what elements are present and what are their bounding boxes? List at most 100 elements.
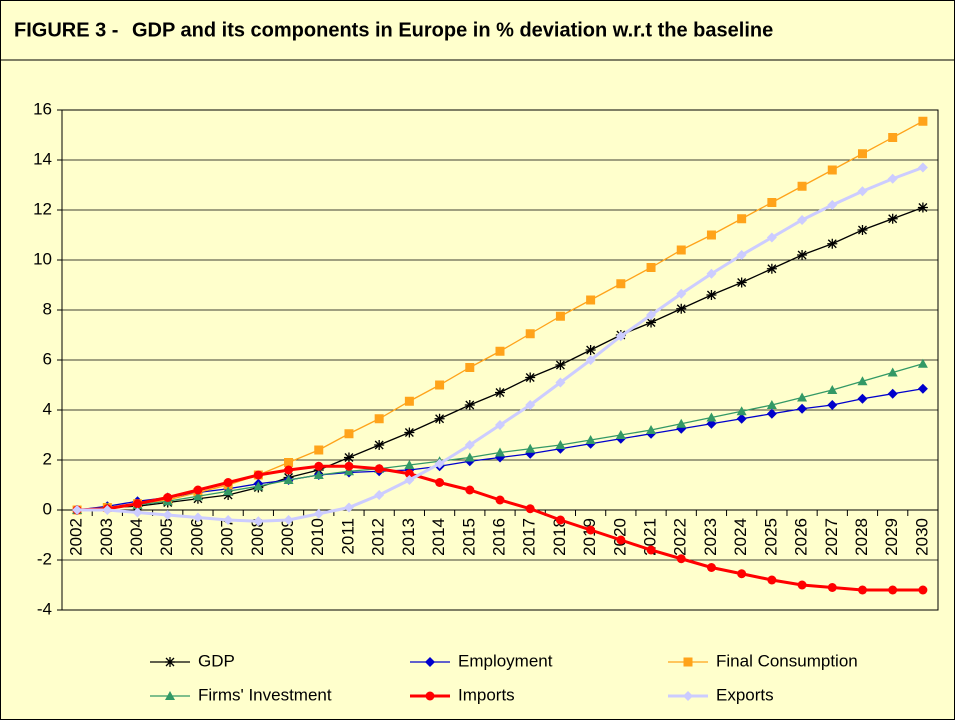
data-point — [193, 485, 203, 495]
data-point — [435, 478, 445, 487]
data-point — [917, 202, 928, 213]
legend-label: Firms' Investment — [198, 685, 332, 704]
x-tick-label: 2010 — [308, 518, 327, 556]
data-point — [736, 277, 747, 288]
data-point — [917, 162, 928, 173]
x-tick-label: 2013 — [399, 518, 418, 556]
data-point — [525, 443, 536, 453]
data-point — [192, 491, 203, 501]
data-point — [102, 505, 113, 515]
data-point — [736, 406, 747, 416]
data-point — [706, 290, 717, 300]
legend-marker — [425, 691, 435, 701]
chart-title: GDP and its components in Europe in % de… — [132, 19, 773, 41]
data-point — [586, 295, 596, 305]
data-point — [888, 133, 898, 142]
legend-marker — [425, 657, 435, 667]
legend-marker — [683, 691, 693, 701]
data-point — [586, 525, 596, 535]
data-point — [343, 502, 354, 513]
data-point — [495, 495, 505, 505]
data-point — [223, 486, 234, 496]
data-point — [313, 470, 324, 479]
data-point — [827, 200, 838, 210]
data-point — [706, 230, 716, 240]
x-tick-label: 2025 — [761, 518, 780, 556]
data-point — [162, 510, 173, 520]
legend-label: Employment — [458, 651, 553, 670]
data-point — [918, 116, 928, 126]
data-point — [827, 400, 838, 410]
x-tick-label: 2017 — [520, 518, 539, 556]
data-point — [465, 485, 475, 495]
data-point — [766, 400, 777, 409]
data-point — [797, 403, 808, 414]
data-point — [404, 469, 414, 479]
y-tick-label: -2 — [37, 549, 52, 568]
x-tick-label: 2003 — [97, 518, 116, 556]
legend-label: Final Consumption — [716, 651, 858, 670]
data-point — [374, 440, 385, 450]
y-tick-label: 8 — [43, 299, 52, 318]
x-tick-label: 2022 — [671, 518, 690, 556]
data-point — [857, 225, 868, 235]
data-point — [284, 465, 294, 475]
data-point — [284, 458, 294, 467]
data-point — [615, 331, 626, 342]
data-point — [737, 569, 747, 579]
data-point — [495, 346, 505, 356]
data-point — [495, 387, 505, 398]
data-point — [374, 490, 385, 500]
data-point — [283, 515, 294, 525]
x-tick-label: 2014 — [429, 518, 448, 556]
data-point — [344, 461, 354, 471]
data-point — [887, 213, 898, 224]
data-point — [736, 413, 747, 424]
y-tick-label: 2 — [43, 449, 52, 468]
data-point — [797, 215, 808, 225]
x-tick-label: 2021 — [641, 518, 660, 556]
data-point — [797, 580, 807, 590]
data-point — [133, 499, 143, 509]
data-point — [766, 263, 777, 274]
x-tick-label: 2028 — [852, 518, 871, 556]
x-tick-label: 2016 — [489, 518, 508, 556]
data-point — [706, 268, 717, 279]
data-point — [857, 149, 867, 159]
data-point — [827, 583, 837, 592]
data-point — [525, 504, 535, 514]
data-point — [887, 367, 898, 377]
data-point — [374, 464, 384, 474]
x-tick-label: 2008 — [248, 518, 267, 556]
x-tick-label: 2005 — [157, 518, 176, 556]
data-point — [464, 400, 475, 410]
data-point — [343, 452, 354, 463]
y-tick-label: 10 — [33, 249, 52, 268]
data-point — [766, 408, 777, 419]
data-point — [767, 575, 777, 585]
x-tick-label: 2015 — [459, 518, 478, 556]
data-point — [223, 478, 233, 487]
figure-label: FIGURE 3 - — [14, 19, 118, 41]
x-tick-label: 2004 — [127, 518, 146, 556]
data-point — [253, 470, 263, 480]
data-point — [646, 317, 657, 328]
data-point — [555, 360, 566, 370]
x-tick-label: 2023 — [701, 518, 720, 556]
data-point — [555, 515, 565, 525]
data-point — [887, 388, 898, 399]
data-point — [434, 413, 445, 424]
data-point — [857, 186, 868, 197]
data-point — [766, 232, 777, 243]
data-point — [646, 310, 657, 320]
data-point — [555, 377, 566, 388]
x-tick-label: 2029 — [882, 518, 901, 556]
y-tick-label: 4 — [43, 399, 52, 418]
data-point — [313, 508, 324, 519]
data-point — [404, 460, 415, 469]
data-point — [797, 250, 808, 260]
data-point — [283, 475, 294, 484]
data-point — [706, 412, 717, 422]
data-point — [646, 263, 656, 272]
data-point — [495, 420, 505, 430]
